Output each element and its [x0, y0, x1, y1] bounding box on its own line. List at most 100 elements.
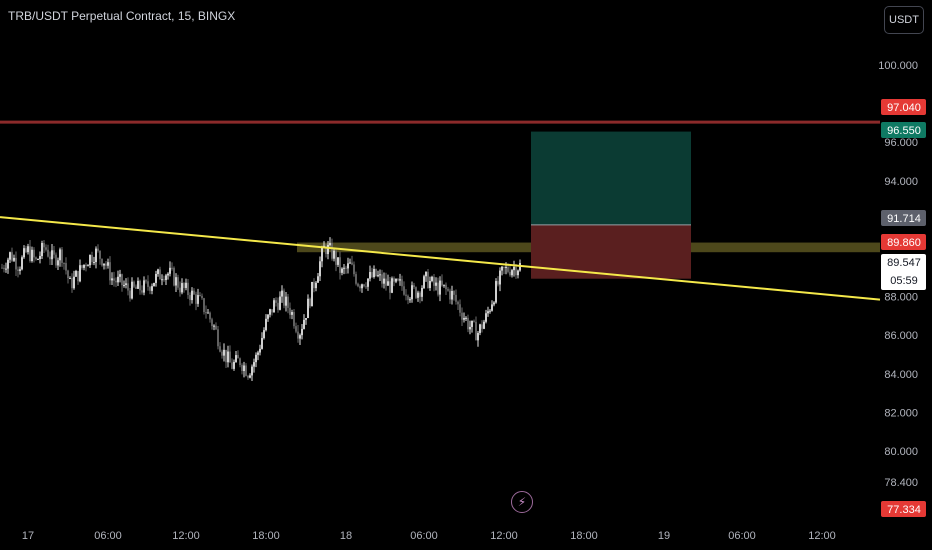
candle-body [185, 282, 187, 288]
candle-body [157, 269, 159, 274]
candle-body [223, 349, 225, 356]
candle-body [197, 295, 199, 304]
candle-body [287, 296, 289, 308]
candle-body [515, 266, 517, 276]
countdown-text: 05:59 [890, 275, 918, 287]
candle-body [117, 276, 119, 283]
candle-body [347, 263, 349, 269]
candle-body [311, 281, 313, 307]
currency-button[interactable]: USDT [884, 6, 924, 34]
candle-body [509, 271, 511, 276]
candle-body [137, 280, 139, 289]
candle-body [499, 270, 501, 285]
candle-body [121, 274, 123, 286]
candle-body [435, 282, 437, 286]
candle-body [135, 286, 137, 289]
candle-body [147, 281, 149, 287]
candle-body [283, 290, 285, 306]
x-tick-label: 18 [340, 530, 352, 542]
candle-body [271, 309, 273, 313]
candle-body [425, 271, 427, 277]
candle-body [353, 264, 355, 275]
candle-body [153, 282, 155, 287]
candle-body [233, 361, 235, 369]
candle-body [469, 326, 471, 330]
candle-body [251, 366, 253, 376]
price-label-text: 91.714 [887, 213, 921, 225]
lightning-icon[interactable]: ⚡ [511, 491, 533, 513]
candle-body [151, 286, 153, 291]
candle-body [81, 265, 83, 268]
candle-body [327, 244, 329, 255]
candle-body [163, 279, 165, 281]
candle-body [127, 283, 129, 291]
candle-body [241, 365, 243, 372]
candle-body [413, 285, 415, 288]
candle-body [349, 262, 351, 264]
candle-body [337, 257, 339, 265]
candle-body [59, 249, 61, 261]
candle-body [23, 248, 25, 258]
candle-body [411, 285, 413, 300]
candle-body [495, 281, 497, 303]
candle-body [19, 269, 21, 271]
candle-body [309, 298, 311, 307]
candle-body [377, 275, 379, 277]
candle-body [493, 302, 495, 305]
candle-body [487, 311, 489, 314]
candle-body [307, 298, 309, 319]
candle-body [395, 278, 397, 282]
candle-body [87, 265, 89, 267]
candle-body [33, 249, 35, 258]
candle-body [291, 312, 293, 315]
candle-body [69, 278, 71, 280]
candle-body [89, 254, 91, 266]
candle-body [85, 264, 87, 267]
candle-body [3, 267, 5, 269]
candle-body [249, 375, 251, 378]
candle-body [31, 249, 33, 262]
candle-body [333, 250, 335, 259]
candle-body [387, 281, 389, 286]
target-zone [531, 131, 691, 225]
candle-body [457, 301, 459, 305]
candle-body [227, 351, 229, 363]
candle-body [369, 272, 371, 279]
candle-body [171, 267, 173, 269]
candle-body [477, 332, 479, 341]
candle-body [417, 292, 419, 298]
x-tick-label: 06:00 [728, 530, 756, 542]
candle-body [201, 295, 203, 299]
candle-body [61, 249, 63, 263]
y-tick-label: 78.400 [884, 477, 918, 489]
candle-body [471, 320, 473, 327]
candle-body [167, 273, 169, 276]
candle-body [289, 307, 291, 315]
x-tick-label: 12:00 [490, 530, 518, 542]
candle-body [505, 267, 507, 269]
candle-body [231, 362, 233, 369]
candle-body [67, 270, 69, 279]
candle-body [479, 324, 481, 333]
candle-body [229, 351, 231, 363]
candle-body [129, 290, 131, 299]
candle-body [219, 346, 221, 352]
candle-body [221, 351, 223, 356]
x-tick-label: 18:00 [570, 530, 598, 542]
candle-body [225, 349, 227, 363]
y-tick-label: 80.000 [884, 446, 918, 458]
candle-body [77, 271, 79, 282]
candle-body [389, 281, 391, 293]
x-tick-label: 06:00 [410, 530, 438, 542]
candle-body [179, 287, 181, 293]
candle-body [207, 312, 209, 314]
candle-body [13, 257, 15, 261]
price-label-target [881, 122, 926, 138]
candle-body [43, 242, 45, 248]
candle-body [97, 248, 99, 251]
candle-body [139, 280, 141, 291]
candle-body [443, 284, 445, 286]
candle-body [149, 286, 151, 291]
candle-body [17, 269, 19, 271]
